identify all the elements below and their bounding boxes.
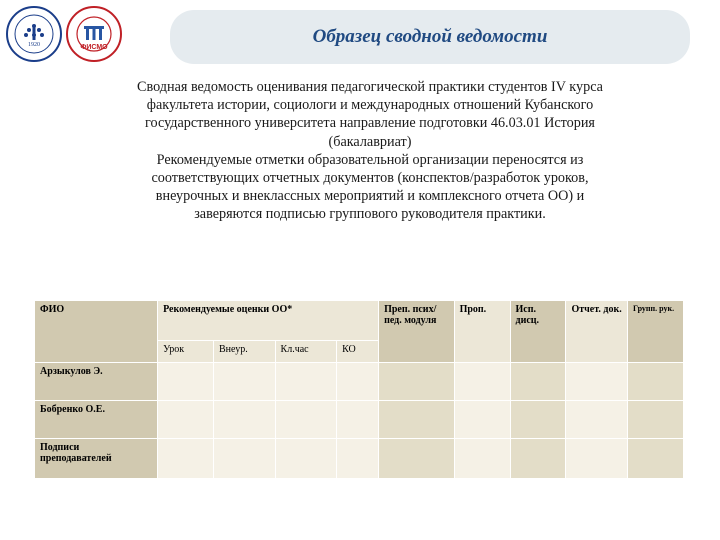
- svg-text:1920: 1920: [28, 42, 40, 48]
- table-row: Арзыкулов Э.: [35, 363, 684, 401]
- cell: [454, 439, 510, 479]
- body-line: (бакалавриат): [329, 134, 412, 150]
- cell: [158, 439, 214, 479]
- page-title: Образец сводной ведомости: [313, 26, 548, 48]
- cell: [275, 363, 337, 401]
- cell: [337, 363, 379, 401]
- body-line: государственного университета направлени…: [145, 115, 595, 131]
- body-line: заверяются подписью группового руководит…: [194, 206, 546, 222]
- cell-fio: Арзыкулов Э.: [35, 363, 158, 401]
- cell: [566, 401, 628, 439]
- subcol-urok: Урок: [158, 341, 214, 363]
- body-line: Рекомендуемые отметки образовательной ор…: [157, 152, 584, 168]
- cell: [510, 439, 566, 479]
- col-fio: ФИО: [35, 301, 158, 363]
- col-prop: Проп.: [454, 301, 510, 363]
- cell: [337, 401, 379, 439]
- body-line: Сводная ведомость оценивания педагогичес…: [137, 79, 603, 95]
- summary-table: ФИО Рекомендуемые оценки ОО* Преп. псих/…: [34, 300, 684, 479]
- cell: [275, 439, 337, 479]
- logos-container: 1920 ФИСМО: [6, 6, 122, 62]
- cell: [566, 439, 628, 479]
- col-otch: Отчет. док.: [566, 301, 628, 363]
- cell: [510, 401, 566, 439]
- cell: [379, 363, 455, 401]
- cell: [566, 363, 628, 401]
- cell-sig-label: Подписи преподавателей: [35, 439, 158, 479]
- body-line: внеурочных и внеклассных мероприятий и к…: [156, 188, 584, 204]
- cell: [627, 363, 683, 401]
- faculty-logo-2: ФИСМО: [66, 6, 122, 62]
- subcol-ko: КО: [337, 341, 379, 363]
- table-row: Бобренко О.Е.: [35, 401, 684, 439]
- cell: [510, 363, 566, 401]
- cell: [158, 401, 214, 439]
- cell: [214, 439, 276, 479]
- col-rec-oo: Рекомендуемые оценки ОО*: [158, 301, 379, 341]
- col-isp: Исп. дисц.: [510, 301, 566, 363]
- subcol-klchas: Кл.час: [275, 341, 337, 363]
- cell: [454, 363, 510, 401]
- cell: [337, 439, 379, 479]
- cell: [158, 363, 214, 401]
- university-logo-1: 1920: [6, 6, 62, 62]
- col-prep: Преп. псих/пед. модуля: [379, 301, 455, 363]
- cell: [627, 439, 683, 479]
- cell: [275, 401, 337, 439]
- cell: [214, 363, 276, 401]
- summary-table-container: ФИО Рекомендуемые оценки ОО* Преп. псих/…: [34, 300, 684, 479]
- body-line: факультета истории, социологи и междунар…: [147, 97, 593, 113]
- cell: [627, 401, 683, 439]
- title-pill: Образец сводной ведомости: [170, 10, 690, 64]
- subcol-vneur: Внеур.: [214, 341, 276, 363]
- cell: [379, 439, 455, 479]
- cell: [454, 401, 510, 439]
- cell: [379, 401, 455, 439]
- cell: [214, 401, 276, 439]
- cell-fio: Бобренко О.Е.: [35, 401, 158, 439]
- body-line: соответствующих отчетных документов (кон…: [151, 170, 588, 186]
- svg-text:ФИСМО: ФИСМО: [80, 44, 108, 51]
- col-grup: Групп. рук.: [627, 301, 683, 363]
- body-paragraph: Сводная ведомость оценивания педагогичес…: [56, 78, 684, 223]
- signature-row: Подписи преподавателей: [35, 439, 684, 479]
